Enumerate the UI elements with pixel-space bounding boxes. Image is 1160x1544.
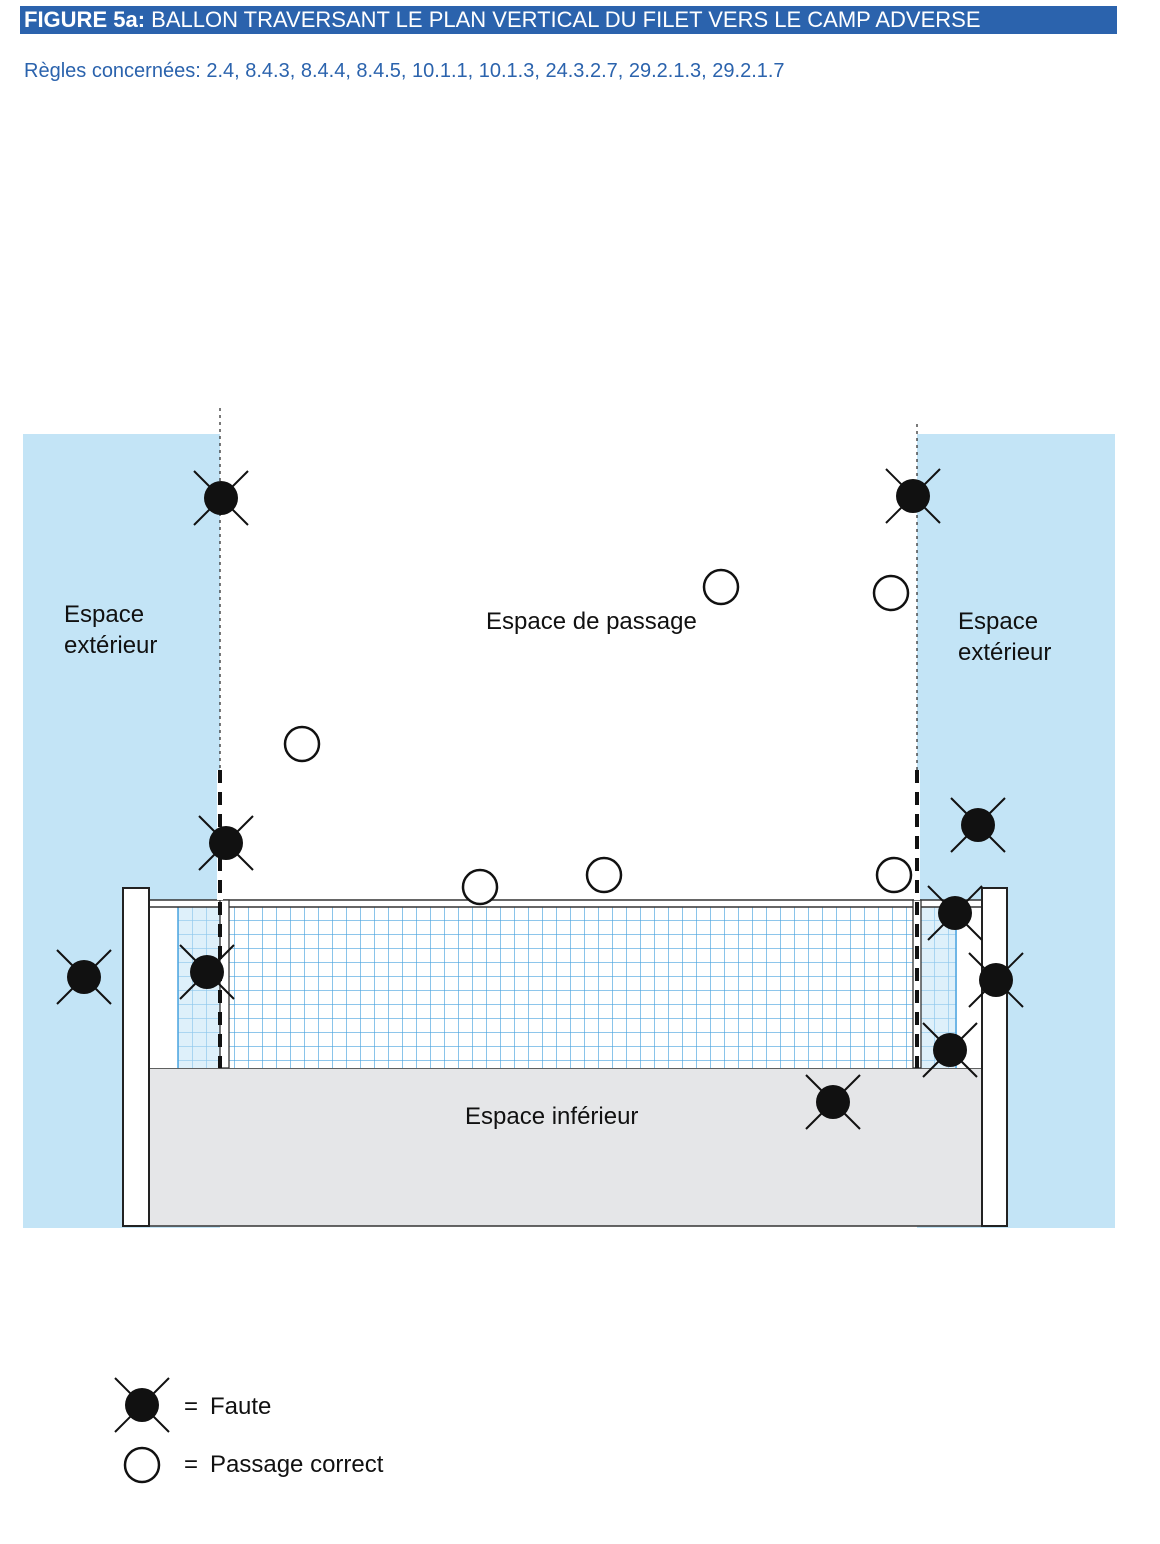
net-top-band bbox=[147, 899, 983, 908]
label-inferior-space: Espace inférieur bbox=[465, 1103, 638, 1130]
legend: = Faute = Passage correct bbox=[114, 1377, 384, 1484]
inferior-space bbox=[147, 1067, 983, 1227]
legend-correct-symbol bbox=[123, 1446, 161, 1484]
net-mesh bbox=[178, 906, 956, 1068]
correct-ball bbox=[875, 856, 913, 894]
legend-fault-text: Faute bbox=[210, 1393, 271, 1420]
legend-fault-equals: = bbox=[184, 1393, 198, 1420]
figure-title: FIGURE 5a: BALLON TRAVERSANT LE PLAN VER… bbox=[20, 6, 1117, 34]
legend-correct-text: Passage correct bbox=[210, 1451, 384, 1478]
correct-ball bbox=[461, 868, 499, 906]
figure-title-prefix: FIGURE 5a: bbox=[24, 7, 146, 32]
legend-correct-equals: = bbox=[184, 1451, 198, 1478]
label-crossing-space: Espace de passage bbox=[486, 608, 697, 635]
label-exterior-right-line2: extérieur bbox=[958, 639, 1051, 666]
correct-ball bbox=[585, 856, 623, 894]
post-right bbox=[981, 887, 1008, 1227]
label-exterior-left-line2: extérieur bbox=[64, 632, 157, 659]
correct-ball bbox=[702, 568, 740, 606]
label-exterior-right-line1: Espace bbox=[958, 608, 1038, 635]
antenna-right bbox=[914, 770, 920, 1068]
correct-ball bbox=[283, 725, 321, 763]
rules-reference: Règles concernées: 2.4, 8.4.3, 8.4.4, 8.… bbox=[24, 60, 785, 82]
post-left bbox=[122, 887, 150, 1227]
correct-ball bbox=[872, 574, 910, 612]
figure-title-text: BALLON TRAVERSANT LE PLAN VERTICAL DU FI… bbox=[145, 7, 981, 32]
label-exterior-left-line1: Espace bbox=[64, 601, 144, 628]
legend-fault-symbol bbox=[114, 1377, 170, 1433]
